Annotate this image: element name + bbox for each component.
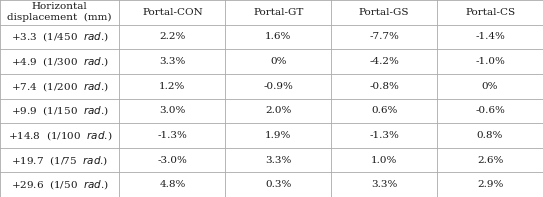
Text: 2.9%: 2.9% <box>477 180 503 189</box>
Text: 0%: 0% <box>270 57 287 66</box>
Text: Portal-CON: Portal-CON <box>142 8 203 17</box>
Text: -3.0%: -3.0% <box>157 156 187 164</box>
Text: -1.3%: -1.3% <box>157 131 187 140</box>
Text: +14.8  (1/100  $\mathit{rad}$.): +14.8 (1/100 $\mathit{rad}$.) <box>8 129 112 142</box>
Text: 1.6%: 1.6% <box>265 33 292 41</box>
Text: -1.0%: -1.0% <box>475 57 505 66</box>
Text: Horizontal
displacement  (mm): Horizontal displacement (mm) <box>8 2 112 22</box>
Text: 3.3%: 3.3% <box>159 57 186 66</box>
Text: 0%: 0% <box>482 82 498 91</box>
Text: 3.0%: 3.0% <box>159 106 186 115</box>
Text: +19.7  (1/75  $\mathit{rad}$.): +19.7 (1/75 $\mathit{rad}$.) <box>11 154 109 166</box>
Text: 3.3%: 3.3% <box>371 180 397 189</box>
Text: -0.8%: -0.8% <box>369 82 399 91</box>
Text: 0.8%: 0.8% <box>477 131 503 140</box>
Text: -0.6%: -0.6% <box>475 106 505 115</box>
Text: Portal-CS: Portal-CS <box>465 8 515 17</box>
Text: -4.2%: -4.2% <box>369 57 399 66</box>
Text: -1.4%: -1.4% <box>475 33 505 41</box>
Text: 2.0%: 2.0% <box>265 106 292 115</box>
Text: Portal-GS: Portal-GS <box>359 8 409 17</box>
Text: 3.3%: 3.3% <box>265 156 292 164</box>
Text: +3.3  (1/450  $\mathit{rad}$.): +3.3 (1/450 $\mathit{rad}$.) <box>11 31 109 43</box>
Text: 1.2%: 1.2% <box>159 82 186 91</box>
Text: +4.9  (1/300  $\mathit{rad}$.): +4.9 (1/300 $\mathit{rad}$.) <box>11 55 109 68</box>
Text: -7.7%: -7.7% <box>369 33 399 41</box>
Text: 1.9%: 1.9% <box>265 131 292 140</box>
Text: +7.4  (1/200  $\mathit{rad}$.): +7.4 (1/200 $\mathit{rad}$.) <box>11 80 109 93</box>
Text: +9.9  (1/150  $\mathit{rad}$.): +9.9 (1/150 $\mathit{rad}$.) <box>11 104 109 117</box>
Text: 0.6%: 0.6% <box>371 106 397 115</box>
Text: Portal-GT: Portal-GT <box>253 8 304 17</box>
Text: 2.6%: 2.6% <box>477 156 503 164</box>
Text: -0.9%: -0.9% <box>263 82 293 91</box>
Text: 2.2%: 2.2% <box>159 33 186 41</box>
Text: 1.0%: 1.0% <box>371 156 397 164</box>
Text: -1.3%: -1.3% <box>369 131 399 140</box>
Text: 4.8%: 4.8% <box>159 180 186 189</box>
Text: +29.6  (1/50  $\mathit{rad}$.): +29.6 (1/50 $\mathit{rad}$.) <box>11 178 109 191</box>
Text: 0.3%: 0.3% <box>265 180 292 189</box>
